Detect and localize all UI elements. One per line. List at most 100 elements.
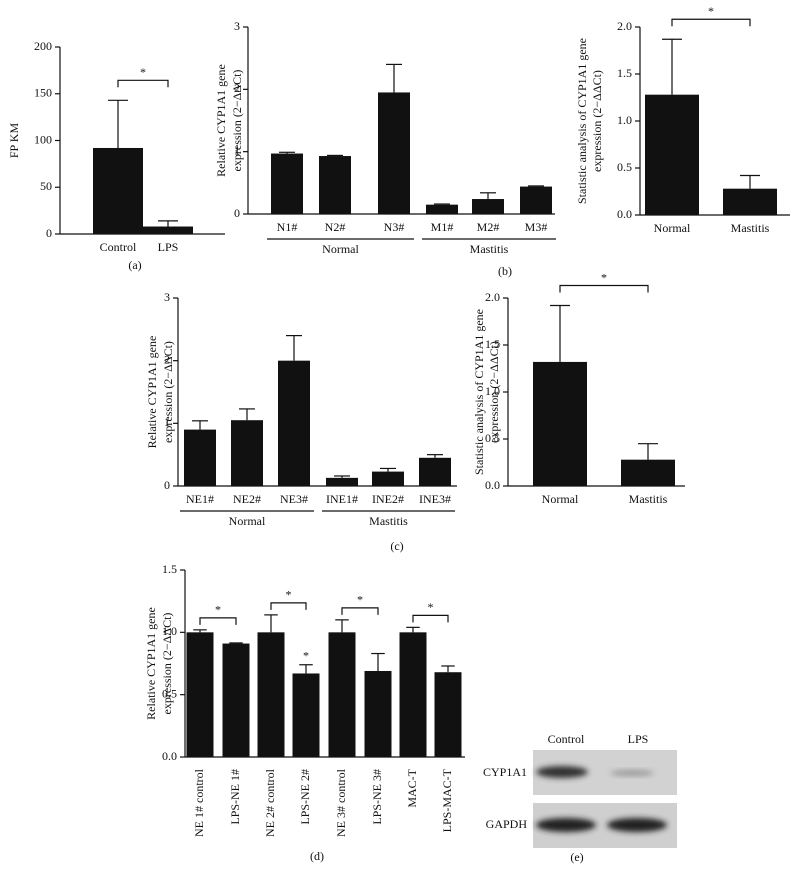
bar [419,457,451,486]
x-tick-label: NE3# [280,492,308,506]
y-tick-label: 0.0 [162,749,177,763]
group-label: Mastitis [369,514,408,528]
y-tick-label: 1 [164,415,170,429]
bar [186,632,214,757]
y-tick-label: 0.0 [617,207,632,221]
bar [231,420,263,486]
group-label: Normal [322,242,359,256]
significance-label: * [140,65,146,79]
significance-label: * [303,648,309,662]
western-blot: Control LPS CYP1A1 GAPDH (e) [483,732,677,864]
x-tick-label: N2# [325,220,346,234]
x-tick-label: Mastitis [629,492,668,506]
y-tick-label: 2 [164,352,170,366]
chart-panel: 0.0 0.5 1.0 1.5 2.0 Statistic analysis of CYP… [575,4,790,235]
group-label: Mastitis [470,242,509,256]
significance-label: * [601,270,607,284]
x-tick-label: INE3# [419,492,451,506]
y-tick-label: 0.5 [485,431,500,445]
bar [621,459,675,486]
y-axis-label: Statistic analysis of CYP1A1 gene [575,38,589,204]
blot-band [536,766,588,778]
y-tick-label: 2.0 [485,290,500,304]
panel-label: (a) [128,258,141,272]
bar [378,92,410,214]
y-tick-label: 3 [164,290,170,304]
x-tick-label: LPS-NE 3# [370,769,384,825]
x-tick-label: M3# [525,220,548,234]
x-tick-label: M1# [431,220,454,234]
blot-band [610,770,654,776]
x-tick-label: MAC-T [405,768,419,807]
bar [93,147,143,234]
significance-bracket [270,602,307,610]
significance-label: * [708,4,714,18]
lane-label: LPS [628,732,649,746]
y-tick-label: 1.0 [485,384,500,398]
y-axis-label: Relative CYP1A1 gene [214,64,228,177]
x-tick-label: N3# [384,220,405,234]
blot-band [536,818,596,832]
bar [271,153,303,214]
y-axis-label: FP KM [7,123,21,159]
chart-panel: 0.0 0.5 1.0 1.5 Relative CYP1A1 gene expressi… [144,562,465,863]
bar [372,471,404,486]
bar [184,429,216,486]
bar [434,672,462,757]
y-axis-label: expression (2−ΔΔCt) [160,613,174,715]
bar [645,94,699,215]
bar [326,477,358,486]
lane-label: Control [548,732,585,746]
y-axis-label: expression (2−ΔΔCt) [230,70,244,172]
y-tick-label: 2.0 [617,19,632,33]
x-tick-label: NE 2# control [263,768,277,837]
group-label: Normal [229,514,266,528]
bar [143,226,193,234]
x-tick-label: LPS-MAC-T [440,768,454,832]
panel-label: (c) [390,539,403,553]
y-tick-label: 0.5 [617,160,632,174]
y-tick-label: 1.5 [485,337,500,351]
x-tick-label: Normal [654,221,691,235]
x-tick-label: NE1# [186,492,214,506]
x-tick-label: Control [100,240,137,254]
row-label: GAPDH [486,817,528,831]
x-tick-label: LPS-NE 1# [228,769,242,825]
y-tick-label: 0.5 [162,686,177,700]
y-axis-label: expression (2−ΔΔCt) [590,70,604,172]
panel-label: (e) [570,850,583,864]
y-axis-label: Statistic analysis of CYP1A1 gene [472,309,486,475]
x-tick-label: INE1# [326,492,358,506]
bar [278,360,310,486]
x-tick-label: INE2# [372,492,404,506]
y-tick-label: 150 [34,86,52,100]
chart-panel: 0 1 2 3 Relative CYP1A1 gene expression (2−ΔΔ… [214,19,556,278]
x-tick-label: M2# [477,220,500,234]
x-tick-label: LPS-NE 2# [298,769,312,825]
y-tick-label: 200 [34,39,52,53]
significance-label: * [286,588,292,602]
bar [319,156,351,214]
x-tick-label: Normal [542,492,579,506]
bar [257,632,285,757]
bar [426,204,458,214]
bar [364,670,392,757]
significance-bracket [199,617,237,625]
bar [533,361,587,486]
bar [723,188,777,215]
y-tick-label: 1.0 [162,624,177,638]
y-tick-label: 2 [234,81,240,95]
x-tick-label: NE 1# control [192,768,206,837]
y-tick-label: 0.0 [485,478,500,492]
y-tick-label: 0 [164,478,170,492]
y-axis-label: Relative CYP1A1 gene [144,607,158,720]
blot-band [607,818,667,832]
bar [292,673,320,757]
x-tick-label: Mastitis [731,221,770,235]
x-tick-label: LPS [158,240,179,254]
y-axis-label: expression (2−ΔΔCt) [161,341,175,443]
y-tick-label: 1.5 [162,562,177,576]
panel-label: (b) [498,264,512,278]
chart-panel: 0.0 0.5 1.0 1.5 2.0 Statistic analysis of CYP… [472,270,685,506]
